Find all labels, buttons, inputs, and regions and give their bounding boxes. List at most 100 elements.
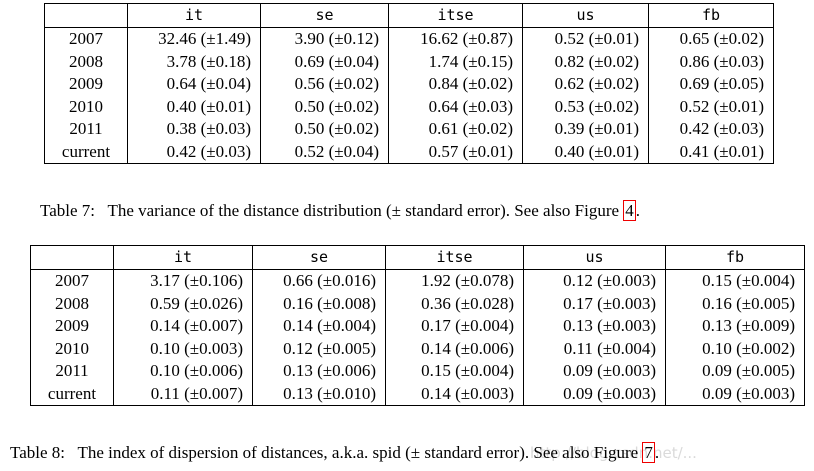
row-label: current xyxy=(30,382,114,406)
caption-text: The variance of the distance distributio… xyxy=(107,201,624,220)
table-cell: 0.53 (±0.02) xyxy=(522,95,649,118)
table-cell: 0.52 (±0.04) xyxy=(260,140,389,164)
table-row: 2007 3.17 (±0.106) 0.66 (±0.016) 1.92 (±… xyxy=(30,269,805,293)
table-cell: 0.14 (±0.004) xyxy=(252,315,386,338)
header-cell-fb: fb xyxy=(648,3,774,28)
table-cell: 0.82 (±0.02) xyxy=(522,50,649,73)
table-8: it se itse us fb 2007 3.17 (±0.106) 0.66… xyxy=(30,245,805,406)
table-cell: 0.09 (±0.003) xyxy=(523,382,666,406)
table-row: current 0.42 (±0.03) 0.52 (±0.04) 0.57 (… xyxy=(44,140,774,164)
table-cell: 0.66 (±0.016) xyxy=(252,269,386,293)
table-cell: 0.62 (±0.02) xyxy=(522,73,649,96)
table-cell: 0.61 (±0.02) xyxy=(388,118,523,141)
table-cell: 3.17 (±0.106) xyxy=(113,269,253,293)
table-cell: 0.12 (±0.003) xyxy=(523,269,666,293)
table-row: 2009 0.64 (±0.04) 0.56 (±0.02) 0.84 (±0.… xyxy=(44,73,774,96)
row-label: 2007 xyxy=(30,269,114,293)
table-cell: 0.12 (±0.005) xyxy=(252,337,386,360)
table-cell: 0.13 (±0.006) xyxy=(252,360,386,383)
table-7-caption: Table 7: The variance of the distance di… xyxy=(40,200,641,221)
row-label: current xyxy=(44,140,128,164)
header-cell-corner xyxy=(30,245,114,270)
table-cell: 0.65 (±0.02) xyxy=(648,27,774,51)
table-cell: 0.52 (±0.01) xyxy=(648,95,774,118)
row-label: 2009 xyxy=(30,315,114,338)
table-row: 2009 0.14 (±0.007) 0.14 (±0.004) 0.17 (±… xyxy=(30,315,805,338)
table-cell: 0.69 (±0.04) xyxy=(260,50,389,73)
row-label: 2007 xyxy=(44,27,128,51)
table-cell: 0.36 (±0.028) xyxy=(385,292,524,315)
caption-text: The index of dispersion of distances, a.… xyxy=(77,443,643,462)
table-cell: 0.10 (±0.006) xyxy=(113,360,253,383)
table-header-row: it se itse us fb xyxy=(30,245,805,270)
caption-end: . xyxy=(654,443,660,462)
table-cell: 0.41 (±0.01) xyxy=(648,140,774,164)
table-cell: 0.42 (±0.03) xyxy=(648,118,774,141)
table-cell: 0.13 (±0.003) xyxy=(523,315,666,338)
table-cell: 0.39 (±0.01) xyxy=(522,118,649,141)
header-cell-se: se xyxy=(260,3,389,28)
table-cell: 0.14 (±0.007) xyxy=(113,315,253,338)
header-cell-fb: fb xyxy=(665,245,805,270)
table-cell: 0.38 (±0.03) xyxy=(127,118,261,141)
table-header-row: it se itse us fb xyxy=(44,3,774,28)
table-row: 2010 0.10 (±0.003) 0.12 (±0.005) 0.14 (±… xyxy=(30,337,805,360)
table-row: 2008 0.59 (±0.026) 0.16 (±0.008) 0.36 (±… xyxy=(30,292,805,315)
table-cell: 0.57 (±0.01) xyxy=(388,140,523,164)
row-label: 2010 xyxy=(30,337,114,360)
table-cell: 0.64 (±0.04) xyxy=(127,73,261,96)
table-cell: 0.84 (±0.02) xyxy=(388,73,523,96)
caption-end: . xyxy=(635,201,641,220)
table-cell: 0.11 (±0.007) xyxy=(113,382,253,406)
watermark: http://blog.csdn.net/... xyxy=(530,444,697,462)
table-cell: 0.50 (±0.02) xyxy=(260,95,389,118)
table-row: 2007 32.46 (±1.49) 3.90 (±0.12) 16.62 (±… xyxy=(44,27,774,51)
row-label: 2009 xyxy=(44,73,128,96)
table-cell: 0.56 (±0.02) xyxy=(260,73,389,96)
header-cell-itse: itse xyxy=(388,3,523,28)
table-cell: 0.40 (±0.01) xyxy=(522,140,649,164)
table-cell: 32.46 (±1.49) xyxy=(127,27,261,51)
table-cell: 0.17 (±0.004) xyxy=(385,315,524,338)
header-cell-itse: itse xyxy=(385,245,524,270)
table-row: 2008 3.78 (±0.18) 0.69 (±0.04) 1.74 (±0.… xyxy=(44,50,774,73)
table-cell: 1.92 (±0.078) xyxy=(385,269,524,293)
table-cell: 0.14 (±0.006) xyxy=(385,337,524,360)
table-cell: 0.52 (±0.01) xyxy=(522,27,649,51)
table-cell: 0.59 (±0.026) xyxy=(113,292,253,315)
row-label: 2008 xyxy=(30,292,114,315)
table-cell: 0.09 (±0.005) xyxy=(665,360,805,383)
figure-4-link[interactable]: 4 xyxy=(623,200,636,221)
table-row: 2010 0.40 (±0.01) 0.50 (±0.02) 0.64 (±0.… xyxy=(44,95,774,118)
table-cell: 0.13 (±0.010) xyxy=(252,382,386,406)
table-8-caption: Table 8: The index of dispersion of dist… xyxy=(10,442,660,463)
table-cell: 3.90 (±0.12) xyxy=(260,27,389,51)
table-cell: 0.40 (±0.01) xyxy=(127,95,261,118)
table-cell: 3.78 (±0.18) xyxy=(127,50,261,73)
table-cell: 0.10 (±0.003) xyxy=(113,337,253,360)
header-cell-it: it xyxy=(127,3,261,28)
table-cell: 0.17 (±0.003) xyxy=(523,292,666,315)
table-row: current 0.11 (±0.007) 0.13 (±0.010) 0.14… xyxy=(30,382,805,406)
figure-7-link[interactable]: 7 xyxy=(642,442,655,463)
table-cell: 0.13 (±0.009) xyxy=(665,315,805,338)
header-cell-us: us xyxy=(523,245,666,270)
table-cell: 0.64 (±0.03) xyxy=(388,95,523,118)
table-cell: 1.74 (±0.15) xyxy=(388,50,523,73)
caption-number: Table 8: xyxy=(10,443,65,462)
table-cell: 0.14 (±0.003) xyxy=(385,382,524,406)
row-label: 2011 xyxy=(30,360,114,383)
table-row: 2011 0.10 (±0.006) 0.13 (±0.006) 0.15 (±… xyxy=(30,360,805,383)
table-cell: 0.09 (±0.003) xyxy=(665,382,805,406)
table-cell: 0.86 (±0.03) xyxy=(648,50,774,73)
header-cell-it: it xyxy=(113,245,253,270)
row-label: 2010 xyxy=(44,95,128,118)
table-cell: 0.42 (±0.03) xyxy=(127,140,261,164)
table-cell: 0.09 (±0.003) xyxy=(523,360,666,383)
table-cell: 16.62 (±0.87) xyxy=(388,27,523,51)
table-cell: 0.15 (±0.004) xyxy=(385,360,524,383)
table-cell: 0.16 (±0.008) xyxy=(252,292,386,315)
header-cell-corner xyxy=(44,3,128,28)
table-cell: 0.11 (±0.004) xyxy=(523,337,666,360)
table-cell: 0.69 (±0.05) xyxy=(648,73,774,96)
